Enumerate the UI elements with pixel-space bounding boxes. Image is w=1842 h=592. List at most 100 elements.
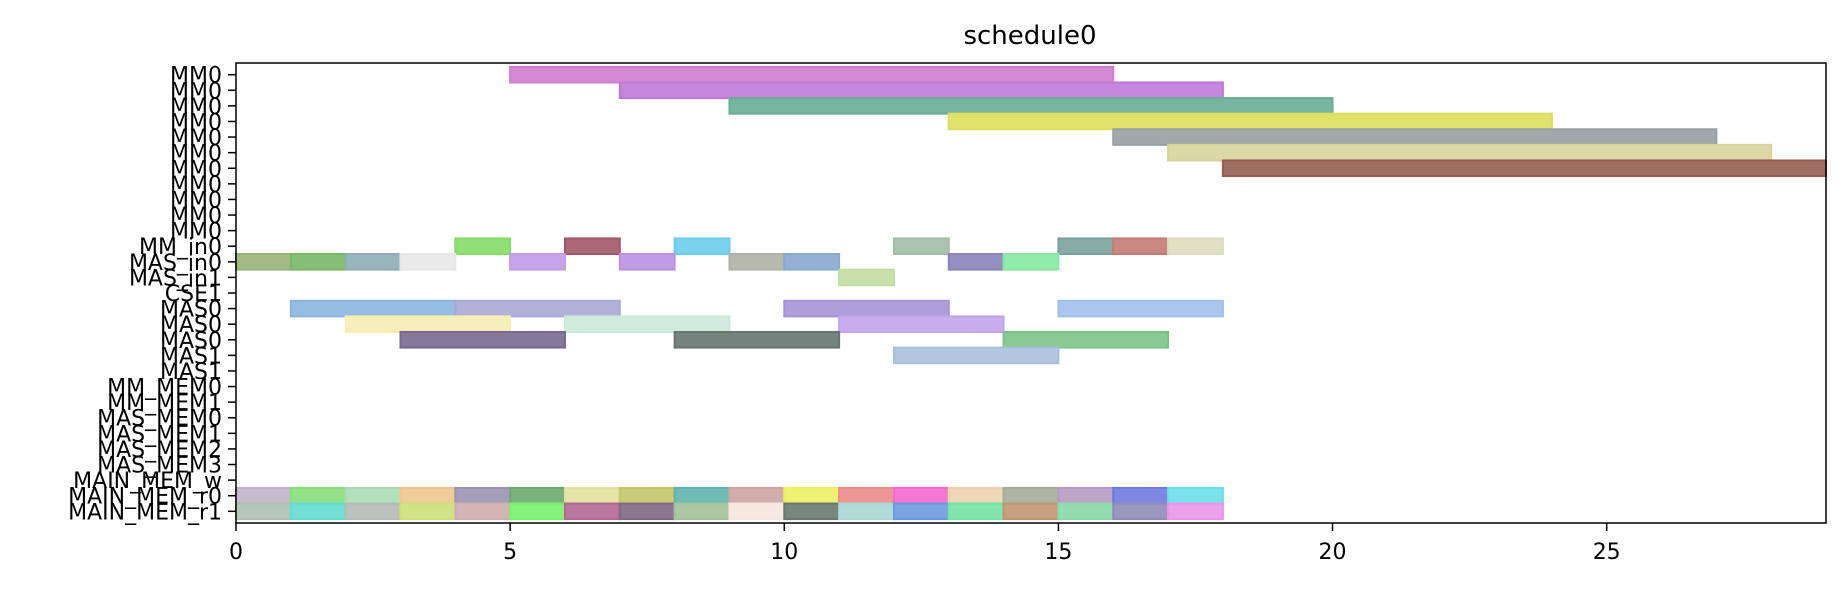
y-tick-label: MAIN_MEM_w	[73, 469, 222, 494]
task-bar	[563, 486, 621, 505]
task-bar	[618, 81, 1224, 100]
y-tick-label: MAS_MEM1	[97, 422, 222, 447]
task-bars	[235, 65, 1828, 521]
task-bar	[947, 502, 1005, 521]
task-bar	[509, 253, 566, 271]
task-bar	[454, 486, 512, 505]
task-bar	[563, 315, 731, 333]
y-tick-label: MAS1	[160, 360, 222, 385]
y-tick-label: MM0	[170, 95, 222, 120]
task-bar	[1167, 237, 1224, 256]
task-bar	[399, 253, 457, 271]
y-tick-label: MAS0	[160, 329, 222, 354]
task-bar	[344, 315, 512, 333]
y-tick-label: MAS0	[160, 298, 222, 323]
y-tick-label: MAS_MEM0	[97, 407, 222, 432]
x-tick-label: 5	[503, 540, 517, 565]
task-bar	[838, 268, 895, 287]
x-tick-label: 20	[1319, 540, 1347, 565]
y-tick-label: MM_in0	[139, 235, 222, 260]
y-tick-label: MAS1	[160, 344, 222, 369]
y-tick-label: MAS_MEM3	[97, 454, 222, 479]
task-bar	[509, 502, 566, 521]
task-bar	[1167, 143, 1773, 162]
task-bar	[783, 502, 841, 521]
task-bar	[454, 237, 512, 256]
task-bar	[947, 112, 1553, 131]
task-bar	[289, 486, 347, 505]
task-bar	[892, 502, 950, 521]
task-bar	[1112, 237, 1170, 256]
x-tick-label: 15	[1044, 540, 1072, 565]
task-bar	[399, 486, 457, 505]
task-bar	[728, 486, 786, 505]
task-bar	[728, 97, 1334, 115]
x-tick-label: 10	[770, 540, 798, 565]
task-bar	[838, 486, 895, 505]
task-bar	[1112, 128, 1718, 146]
y-tick-label: MM0	[170, 110, 222, 135]
task-bar	[344, 486, 402, 505]
task-bar	[344, 502, 402, 521]
task-bar	[509, 65, 1115, 84]
task-bar	[673, 486, 731, 505]
y-tick-label: MAIN_MEM_r0	[68, 485, 222, 510]
y-tick-label: MM0	[170, 204, 222, 229]
y-tick-label: MM0	[170, 173, 222, 198]
task-bar	[947, 253, 1005, 271]
task-bar	[399, 330, 566, 349]
y-tick-label: MAS_in1	[129, 266, 222, 291]
task-bar	[728, 253, 786, 271]
task-bar	[1002, 486, 1060, 505]
task-bar	[673, 502, 731, 521]
task-bar	[1167, 486, 1224, 505]
task-bar	[235, 253, 292, 271]
y-tick-label: MAIN_MEM_r1	[68, 500, 222, 525]
task-bar	[509, 486, 566, 505]
task-bar	[783, 299, 950, 318]
task-bar	[1112, 502, 1170, 521]
y-tick-label: MAS_in0	[129, 251, 222, 276]
y-tick-label: MM0	[170, 126, 222, 151]
task-bar	[399, 502, 457, 521]
x-axis: 0 5 10 15 20 25	[229, 523, 1621, 565]
y-tick-label: MM0	[170, 142, 222, 167]
y-tick-label: CSE1	[165, 282, 222, 307]
y-tick-label: MM0	[170, 157, 222, 182]
x-tick-label: 25	[1593, 540, 1621, 565]
y-axis-ticks	[228, 73, 236, 513]
task-bar	[289, 299, 457, 318]
task-bar	[892, 346, 1060, 365]
chart-title: schedule0	[963, 21, 1096, 51]
task-bar	[783, 486, 841, 505]
task-bar	[1057, 486, 1115, 505]
y-axis-labels: MM0MM0MM0MM0MM0MM0MM0MM0MM0MM0MM0MM_in0M…	[68, 64, 222, 526]
y-tick-label: MM0	[170, 220, 222, 245]
task-bar	[783, 253, 841, 271]
task-bar	[1057, 502, 1115, 521]
task-bar	[1167, 502, 1224, 521]
task-bar	[235, 502, 292, 521]
task-bar	[618, 253, 676, 271]
y-tick-label: MM0	[170, 64, 222, 89]
task-bar	[1002, 330, 1170, 349]
x-tick-label: 0	[229, 540, 243, 565]
task-bar	[344, 253, 402, 271]
task-bar	[728, 502, 786, 521]
task-bar	[289, 502, 347, 521]
y-tick-label: MM_MEM0	[107, 376, 222, 401]
task-bar	[892, 486, 950, 505]
y-tick-label: MAS0	[160, 313, 222, 338]
task-bar	[289, 253, 347, 271]
task-bar	[1057, 299, 1224, 318]
task-bar	[1112, 486, 1170, 505]
task-bar	[673, 330, 841, 349]
y-tick-label: MM0	[170, 188, 222, 213]
task-bar	[1002, 502, 1060, 521]
task-bar	[1221, 159, 1828, 178]
task-bar	[1057, 237, 1115, 256]
task-bar	[563, 502, 621, 521]
task-bar	[563, 237, 621, 256]
